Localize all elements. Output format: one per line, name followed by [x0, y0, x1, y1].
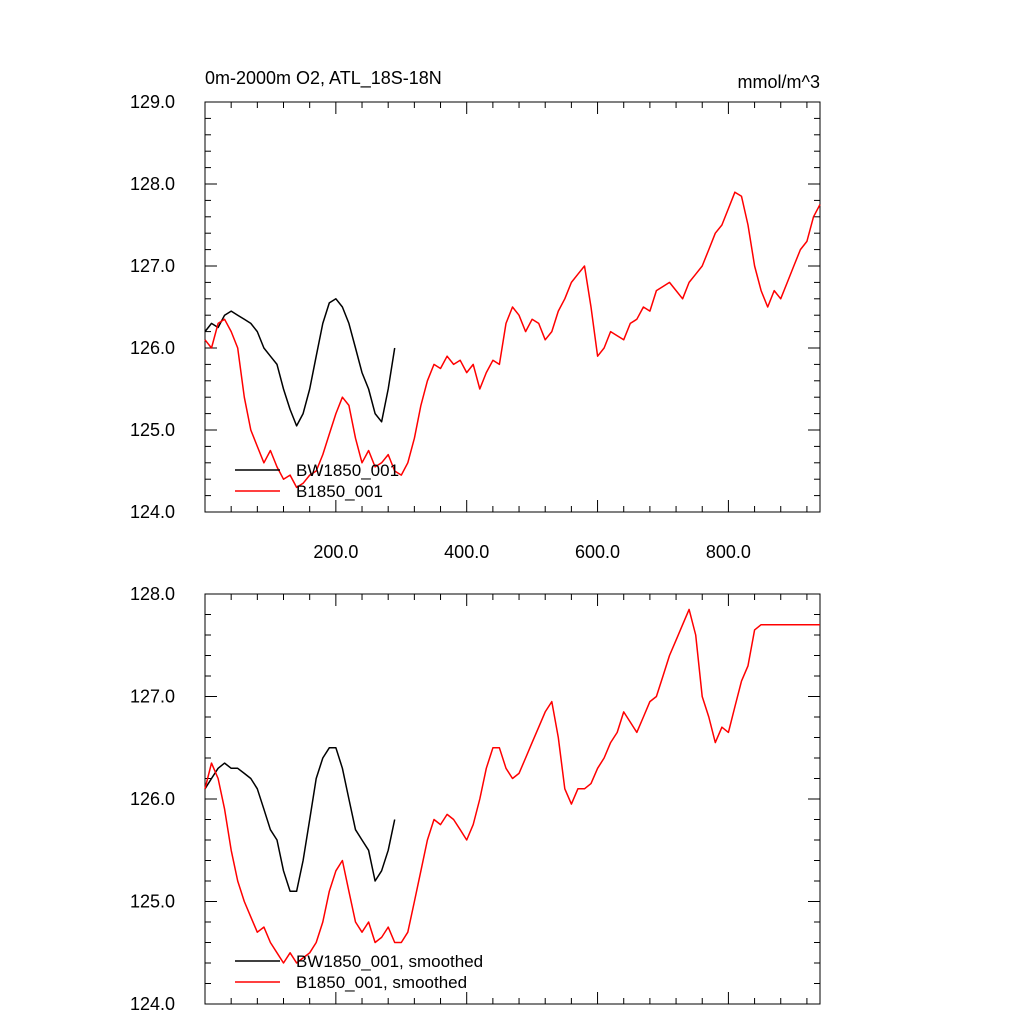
series-line-bw1850-001-smoothed [204, 747, 396, 893]
top-y-tick-label: 124.0 [130, 502, 175, 522]
bottom-y-tick-label: 127.0 [130, 687, 175, 707]
top-panel: 0m-2000m O2, ATL_18S-18N mmol/m^3 124.0 … [130, 68, 821, 562]
top-x-tick-label: 800.0 [706, 542, 751, 562]
bottom-y-tick-label: 128.0 [130, 584, 175, 604]
bottom-y-tick-label: 124.0 [130, 994, 175, 1014]
top-y-tick-label: 125.0 [130, 420, 175, 440]
top-panel-units: mmol/m^3 [738, 72, 820, 92]
top-panel-frame [204, 101, 821, 513]
top-y-tick-label: 127.0 [130, 256, 175, 276]
top-panel-legend: BW1850_001 B1850_001 [235, 461, 399, 501]
top-panel-series [204, 191, 821, 489]
top-y-tick-label: 126.0 [130, 338, 175, 358]
bottom-panel-y-tick-labels: 124.0 125.0 126.0 127.0 128.0 [130, 584, 175, 1014]
bottom-panel-ticks [205, 594, 820, 1004]
legend-label-bw1850: BW1850_001 [296, 461, 399, 480]
top-x-tick-label: 200.0 [313, 542, 358, 562]
bottom-y-tick-label: 126.0 [130, 789, 175, 809]
top-y-tick-label: 129.0 [130, 92, 175, 112]
bottom-panel: 124.0 125.0 126.0 127.0 128.0 BW1850_001… [130, 584, 821, 1014]
legend-label-b1850: B1850_001 [296, 482, 383, 501]
top-panel-y-tick-labels: 124.0 125.0 126.0 127.0 128.0 129.0 [130, 92, 175, 522]
top-panel-x-tick-labels: 200.0 400.0 600.0 800.0 [313, 542, 751, 562]
bottom-y-tick-label: 125.0 [130, 892, 175, 912]
legend-label-bw1850-smoothed: BW1850_001, smoothed [296, 952, 483, 971]
top-panel-title: 0m-2000m O2, ATL_18S-18N [205, 68, 442, 89]
bottom-panel-legend: BW1850_001, smoothed B1850_001, smoothed [235, 952, 483, 992]
top-x-tick-label: 400.0 [444, 542, 489, 562]
legend-label-b1850-smoothed: B1850_001, smoothed [296, 973, 467, 992]
series-line-b1850-001 [204, 191, 821, 489]
series-line-b1850-001-smoothed [204, 608, 820, 964]
top-y-tick-label: 128.0 [130, 174, 175, 194]
series-line-bw1850-001 [204, 298, 396, 427]
bottom-panel-series [204, 608, 820, 964]
top-x-tick-label: 600.0 [575, 542, 620, 562]
top-panel-ticks [205, 102, 820, 512]
